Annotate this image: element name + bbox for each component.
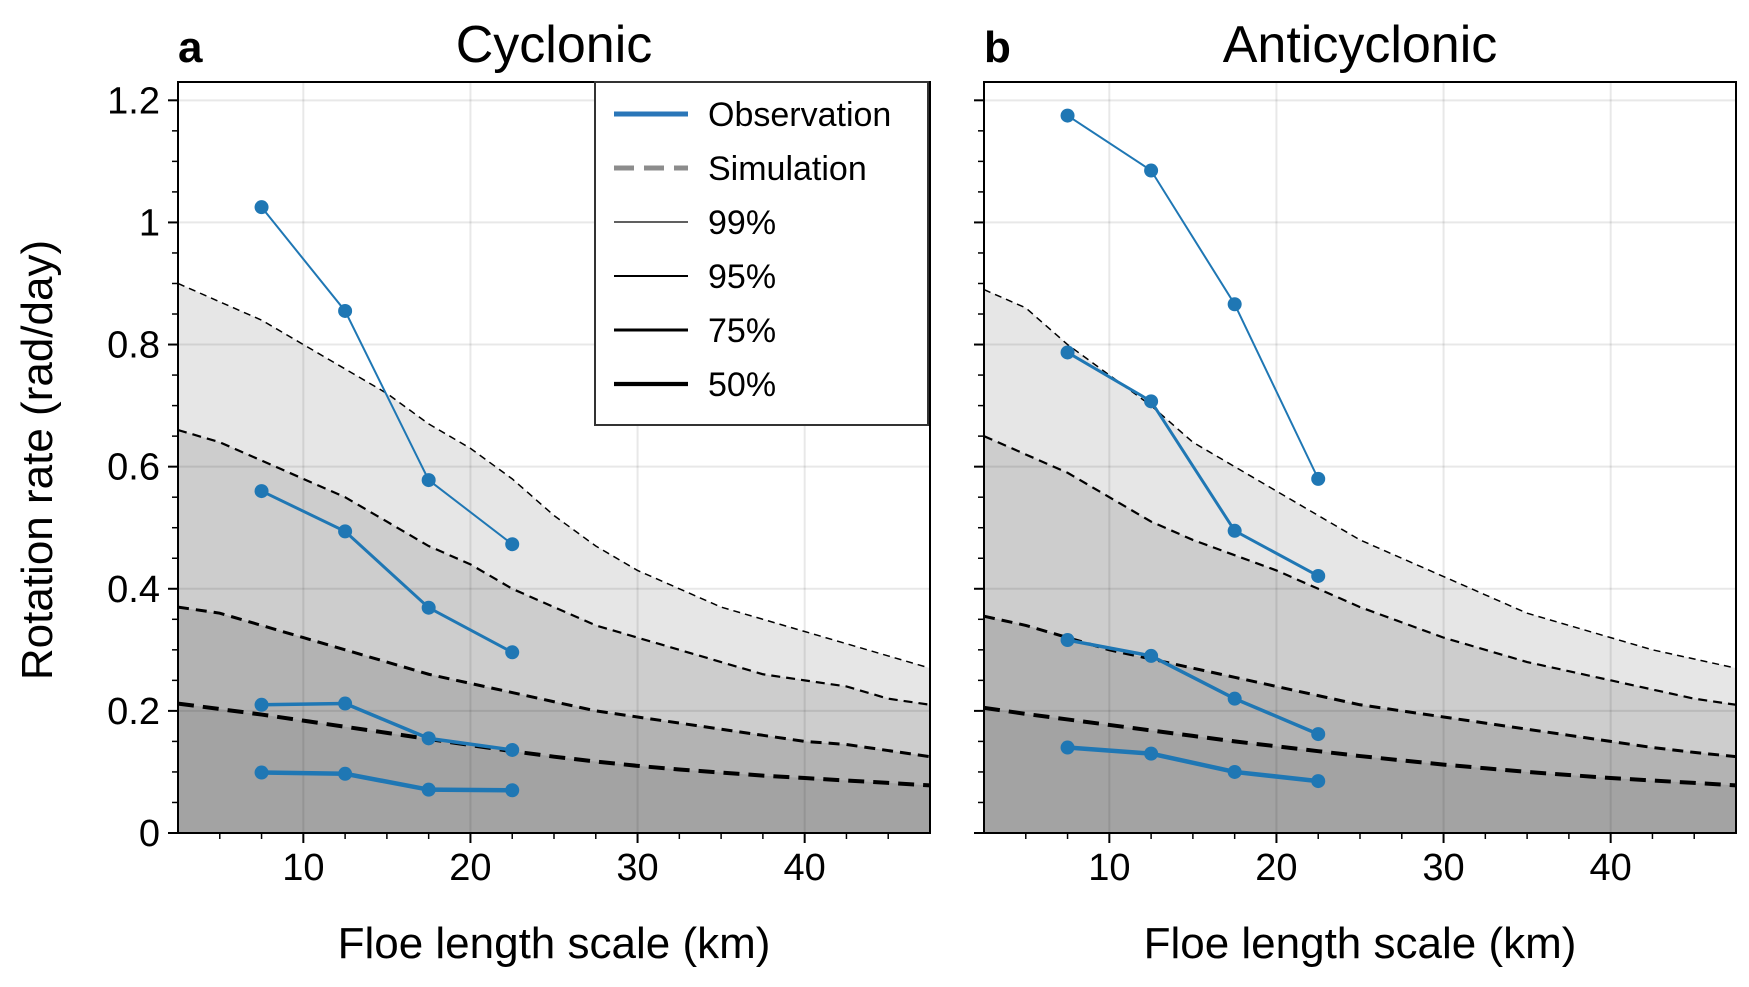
- observation-point: [1144, 648, 1159, 663]
- observation-point: [421, 782, 436, 797]
- y-tick-label: 0.8: [107, 325, 160, 367]
- x-tick-label: 10: [1088, 847, 1130, 889]
- observation-point: [1227, 297, 1242, 312]
- y-tick-label: 0: [139, 813, 160, 855]
- legend-entry-observation: Observation: [614, 96, 891, 134]
- observation-point: [1060, 345, 1075, 360]
- legend-label: Observation: [708, 96, 891, 134]
- observation-line-99pct: [1067, 114, 1320, 480]
- legend-label: 99%: [708, 204, 776, 242]
- observation-point: [1227, 764, 1242, 779]
- legend-entry-50pct: 50%: [614, 366, 776, 404]
- observation-point: [1227, 523, 1242, 538]
- observation-point: [505, 645, 520, 660]
- x-axis-label: Floe length scale (km): [1144, 919, 1577, 968]
- observation-point: [338, 696, 353, 711]
- y-tick-label: 0.4: [107, 569, 160, 611]
- observation-point: [1227, 691, 1242, 706]
- observation-point: [254, 697, 269, 712]
- legend-entry-75pct: 75%: [614, 312, 776, 350]
- observation-point: [1144, 394, 1159, 409]
- band-50pct: [178, 703, 930, 833]
- observation-point: [421, 600, 436, 615]
- observation-point: [254, 765, 269, 780]
- observation-line-50pct: [261, 770, 513, 793]
- panel-cyclonic: 10 20 30 40 0 0.2 0.4 0.6 0.8 1 1.2 Cyclonic a Floe l…: [107, 16, 931, 968]
- observation-point: [338, 303, 353, 318]
- observation-point: [254, 484, 269, 499]
- x-tick-label: 20: [1255, 847, 1297, 889]
- panel-letter: a: [178, 23, 203, 72]
- simulation-line-99pct: [178, 282, 930, 669]
- x-tick-label: 10: [282, 847, 324, 889]
- observation-line-95pct: [260, 489, 513, 654]
- observation-point: [254, 200, 269, 215]
- observation-point: [1060, 633, 1075, 648]
- observation-point: [1311, 568, 1326, 583]
- x-axis-label: Floe length scale (km): [338, 919, 771, 968]
- observation-point: [1144, 163, 1159, 178]
- y-tick-label: 0.6: [107, 447, 160, 489]
- observation-point: [338, 524, 353, 539]
- observation-point: [1311, 471, 1326, 486]
- panel-title: Cyclonic: [456, 16, 653, 74]
- simulation-line-50pct: [178, 701, 930, 788]
- y-axis-label: Rotation rate (rad/day): [13, 240, 62, 680]
- observation-point: [1060, 108, 1075, 123]
- plot-area: [178, 82, 930, 833]
- y-tick-label: 1.2: [107, 80, 160, 122]
- y-tick-label: 1: [139, 202, 160, 244]
- simulation-line-75pct: [178, 605, 930, 759]
- simulation-line-99pct: [984, 288, 1736, 669]
- observation-point: [505, 742, 520, 757]
- x-tick-label: 40: [784, 847, 826, 889]
- plot-area: [984, 82, 1736, 833]
- simulation-line-95pct: [178, 428, 930, 706]
- legend-label: 50%: [708, 366, 776, 404]
- legend-entry-95pct: 95%: [614, 258, 776, 296]
- band-50pct: [984, 707, 1736, 833]
- observation-line-75pct: [261, 701, 513, 752]
- panel-title: Anticyclonic: [1223, 16, 1498, 74]
- simulation-line-75pct: [984, 614, 1736, 759]
- observation-line-75pct: [1067, 638, 1319, 736]
- simulation-line-50pct: [984, 705, 1736, 788]
- observation-point: [505, 783, 520, 798]
- legend-frame: [594, 81, 929, 426]
- observation-point: [1144, 746, 1159, 761]
- observation-line-95pct: [1066, 351, 1319, 578]
- legend-label: 75%: [708, 312, 776, 350]
- legend: Observation Simulation 99% 95% 75% 50%: [594, 81, 929, 426]
- observation-point: [1311, 774, 1326, 789]
- observation-line-50pct: [1067, 745, 1319, 784]
- legend-entry-simulation: Simulation: [614, 150, 867, 188]
- observation-point: [421, 731, 436, 746]
- x-tick-label: 30: [1422, 847, 1464, 889]
- panel-anticyclonic: 10 20 30 40 Anticyclonic b Floe length scale (…: [974, 16, 1737, 968]
- legend-entry-99pct: 99%: [614, 204, 776, 242]
- observation-point: [505, 537, 520, 552]
- x-tick-label: 20: [449, 847, 491, 889]
- observation-point: [338, 766, 353, 781]
- simulation-line-95pct: [984, 435, 1736, 706]
- observation-point: [421, 473, 436, 488]
- panel-letter: b: [984, 23, 1011, 72]
- legend-label: 95%: [708, 258, 776, 296]
- observation-line-99pct: [260, 206, 513, 545]
- y-tick-label: 0.2: [107, 691, 160, 733]
- legend-label: Simulation: [708, 150, 867, 188]
- observation-point: [1060, 740, 1075, 755]
- observation-point: [1311, 727, 1326, 742]
- x-tick-label: 40: [1590, 847, 1632, 889]
- x-tick-label: 30: [616, 847, 658, 889]
